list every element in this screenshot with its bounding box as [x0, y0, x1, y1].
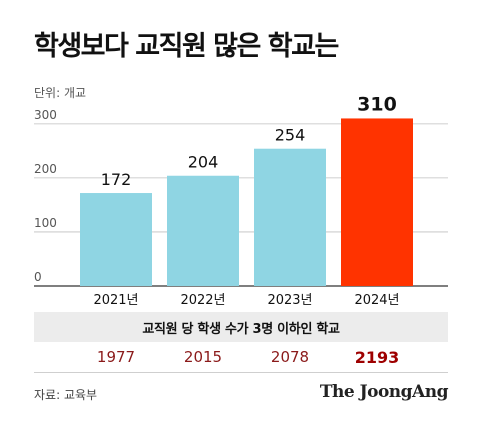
- table-cell: 2193: [354, 347, 400, 367]
- x-tick-label: 2022년: [180, 293, 225, 308]
- data-label: 204: [188, 153, 219, 172]
- chart-title: 학생보다 교직원 많은 학교는: [34, 31, 339, 62]
- table-cell: 1977: [96, 348, 136, 366]
- y-tick-label: 200: [34, 162, 57, 176]
- bar-2023년: [254, 148, 326, 286]
- data-label: 172: [101, 170, 132, 189]
- unit-label: 단위: 개교: [34, 86, 87, 100]
- y-tick-label: 0: [34, 270, 42, 284]
- x-tick-label: 2023년: [267, 293, 312, 308]
- data-label: 310: [357, 93, 397, 115]
- table-cell: 2078: [270, 348, 310, 366]
- y-tick-label: 100: [34, 216, 57, 230]
- x-tick-label: 2024년: [354, 293, 399, 308]
- table-row: 1977 2015 2078 2193: [34, 342, 448, 373]
- bar-2021년: [80, 193, 152, 286]
- y-tick-label: 300: [34, 108, 57, 122]
- bar-2022년: [167, 175, 239, 286]
- brand-logo: The JoongAng: [319, 382, 449, 402]
- table-header: 교직원 당 학생 수가 3명 이하인 학교: [34, 312, 448, 342]
- data-label: 254: [275, 126, 306, 145]
- x-tick-label: 2021년: [93, 293, 138, 308]
- table-cell: 2015: [183, 348, 223, 366]
- source-label: 자료: 교육부: [34, 388, 98, 402]
- bar-2024년: [341, 118, 413, 286]
